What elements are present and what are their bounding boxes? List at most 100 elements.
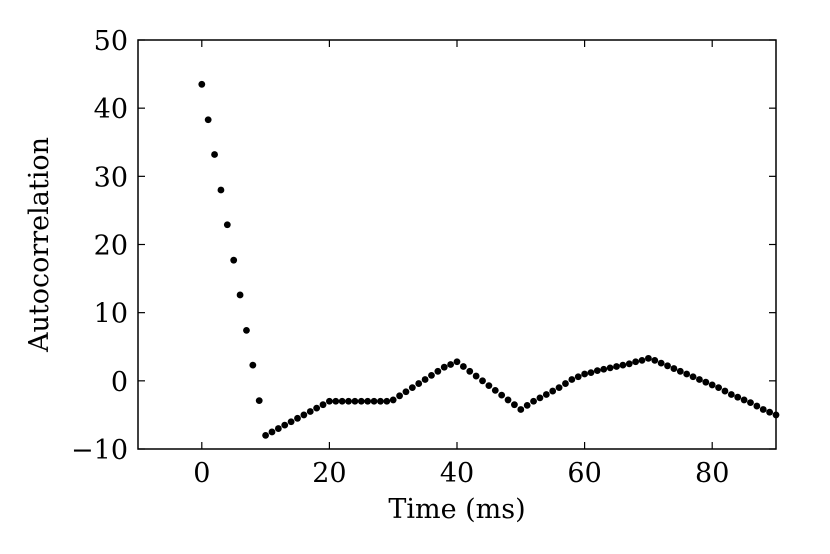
data-point <box>466 367 474 375</box>
data-point <box>549 387 557 395</box>
y-tick-label: 30 <box>94 162 128 193</box>
data-point <box>696 376 703 383</box>
data-point <box>504 396 512 404</box>
data-point <box>459 363 467 370</box>
data-point <box>268 428 276 436</box>
data-point <box>600 365 608 373</box>
data-point <box>453 358 461 366</box>
data-point <box>555 384 563 392</box>
data-point <box>638 356 646 364</box>
data-point <box>734 393 742 401</box>
data-point <box>670 365 678 372</box>
y-tick-label: 10 <box>94 299 128 330</box>
data-point <box>255 397 263 405</box>
data-point <box>338 397 346 405</box>
data-point <box>479 377 486 385</box>
data-point <box>632 358 640 366</box>
data-point <box>747 399 754 407</box>
x-axis-label: Time (ms) <box>388 494 525 525</box>
data-point <box>402 388 410 396</box>
y-tick-label: 50 <box>94 26 128 57</box>
data-point <box>530 397 537 405</box>
data-point <box>753 402 761 410</box>
x-tick-label: 40 <box>440 458 474 489</box>
data-point <box>664 362 671 370</box>
data-point <box>345 397 352 405</box>
data-point <box>249 361 257 369</box>
data-point <box>523 401 531 409</box>
data-point <box>491 386 499 394</box>
data-point <box>396 392 403 400</box>
data-point <box>319 401 327 409</box>
data-point <box>759 406 767 413</box>
data-point <box>568 376 576 383</box>
data-point <box>364 397 372 405</box>
y-tick-label: −10 <box>71 435 128 466</box>
data-point <box>657 359 665 367</box>
data-point <box>351 397 359 405</box>
data-point <box>619 361 627 369</box>
data-point <box>740 396 748 404</box>
data-point <box>281 421 289 429</box>
data-point <box>721 387 729 395</box>
data-point <box>287 418 295 426</box>
x-tick-label: 0 <box>193 458 210 489</box>
x-tick-label: 80 <box>695 458 729 489</box>
data-point <box>593 367 601 375</box>
plot-frame <box>137 39 777 450</box>
data-point <box>370 397 378 405</box>
data-point <box>651 356 659 364</box>
data-point <box>389 396 397 404</box>
data-point <box>223 221 231 229</box>
y-tick-label: 20 <box>94 231 128 262</box>
data-point <box>243 326 250 334</box>
data-point <box>562 380 569 387</box>
data-point <box>300 411 308 419</box>
y-tick-label: 0 <box>111 367 128 398</box>
data-point <box>683 370 691 378</box>
data-point <box>676 367 684 375</box>
data-point <box>581 370 588 378</box>
x-tick-label: 60 <box>567 458 601 489</box>
data-point <box>434 367 442 375</box>
data-point <box>606 364 614 372</box>
data-point <box>715 384 722 392</box>
data-point <box>613 363 620 370</box>
data-point <box>306 408 314 415</box>
data-point <box>377 397 384 405</box>
data-points <box>198 80 780 439</box>
data-point <box>421 376 429 383</box>
data-point <box>517 406 525 413</box>
data-point <box>428 371 435 379</box>
data-point <box>536 394 544 402</box>
data-point <box>542 391 550 398</box>
data-point <box>727 391 735 398</box>
data-point <box>217 186 225 194</box>
data-point <box>447 361 455 368</box>
data-point <box>274 425 282 432</box>
y-axis-ticks: −10 0 10 20 30 40 50 <box>71 26 776 466</box>
y-tick-label: 40 <box>94 94 128 125</box>
data-point <box>766 408 774 416</box>
x-tick-label: 20 <box>312 458 346 489</box>
data-point <box>485 382 493 390</box>
data-point <box>689 373 697 381</box>
data-point <box>574 373 582 381</box>
data-point <box>472 372 480 380</box>
data-point <box>204 116 212 124</box>
data-point <box>415 380 423 387</box>
data-point <box>230 256 238 264</box>
x-axis-ticks: 0 20 40 60 80 <box>193 40 729 489</box>
data-point <box>702 378 710 386</box>
data-point <box>326 397 333 405</box>
data-point <box>440 363 448 371</box>
data-point <box>498 391 506 399</box>
data-point <box>645 354 652 362</box>
data-point <box>262 431 269 439</box>
data-point <box>313 404 321 412</box>
y-axis-label: Autocorrelation <box>24 137 55 353</box>
data-point <box>708 381 716 389</box>
data-point <box>625 360 633 368</box>
data-point <box>383 397 391 405</box>
